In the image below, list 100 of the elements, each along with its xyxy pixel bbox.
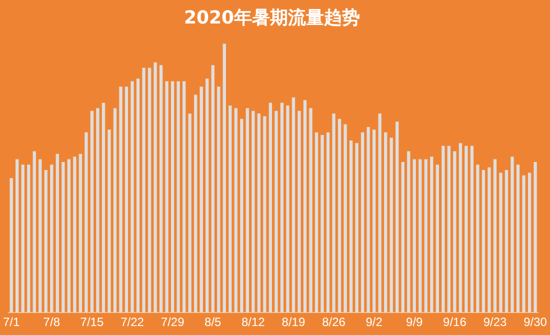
x-tick-label: 7/8: [43, 315, 60, 330]
bar: [366, 126, 370, 313]
bar: [447, 146, 451, 313]
bar: [488, 167, 491, 313]
bar: [165, 81, 168, 313]
bar: [176, 81, 180, 313]
bar: [217, 86, 220, 313]
bar: [499, 172, 502, 313]
bar: [211, 65, 214, 313]
x-tick-label: 9/23: [483, 315, 507, 330]
x-tick-label: 9/9: [406, 315, 424, 330]
bar: [326, 132, 330, 313]
bar: [159, 65, 163, 313]
bar: [96, 108, 100, 313]
bar: [194, 94, 198, 313]
bar: [390, 138, 393, 313]
bar: [142, 68, 146, 313]
bar: [44, 170, 48, 313]
bar: [246, 108, 249, 313]
x-tick-label: 8/12: [241, 315, 266, 330]
bar: [206, 78, 209, 313]
bar: [464, 146, 468, 313]
bar: [303, 100, 307, 313]
bar: [32, 151, 36, 313]
bar: [407, 151, 410, 313]
bar: [378, 114, 382, 313]
bar: [470, 146, 474, 313]
x-tick-label: 8/26: [322, 315, 346, 330]
bar: [493, 159, 497, 313]
bar: [424, 159, 428, 313]
bar: [113, 108, 117, 313]
bar: [298, 110, 301, 313]
bar: [130, 81, 134, 313]
bar: [268, 102, 272, 313]
bar: [240, 118, 244, 313]
x-tick-label: 9/16: [443, 315, 467, 330]
bar: [401, 162, 404, 313]
bar: [442, 146, 445, 313]
x-tick-label: 9/2: [366, 315, 383, 330]
bar: [528, 172, 532, 313]
bar: [62, 162, 65, 313]
bar: [67, 159, 71, 313]
bar: [124, 86, 128, 313]
bar: [396, 122, 399, 313]
bar: [16, 159, 19, 313]
bar: [90, 110, 94, 313]
bar: [344, 124, 347, 313]
bar: [252, 110, 255, 313]
bar: [510, 156, 514, 313]
bar: [257, 114, 261, 313]
bar: [504, 170, 508, 313]
x-tick-label: 7/1: [3, 315, 20, 330]
bar: [314, 132, 318, 313]
bar: [458, 143, 462, 313]
bar: [27, 164, 30, 313]
bar: [228, 105, 232, 313]
bar: [349, 140, 353, 313]
bar: [534, 162, 537, 313]
bar: [286, 105, 290, 313]
x-tick-label: 7/22: [120, 315, 144, 330]
bar: [263, 116, 266, 313]
bar: [436, 164, 439, 313]
bar: [516, 164, 520, 313]
bar: [360, 132, 364, 313]
chart-title: 2020年暑期流量趋势: [184, 7, 360, 28]
bar: [430, 156, 434, 313]
bar: [522, 175, 526, 313]
bar: [332, 114, 336, 313]
bar: [412, 159, 416, 313]
bar: [102, 102, 106, 313]
bar: [148, 68, 152, 313]
bar: [384, 132, 388, 313]
x-tick-label: 7/15: [80, 315, 104, 330]
bar: [320, 135, 324, 313]
bar: [182, 81, 186, 313]
bar: [84, 132, 88, 313]
bar: [119, 86, 122, 313]
x-tick-label: 9/30: [524, 315, 548, 330]
bar: [280, 102, 284, 313]
bar: [355, 143, 358, 313]
bar: [222, 44, 226, 313]
bar: [136, 78, 140, 313]
bar: [154, 62, 157, 313]
bar: [274, 110, 278, 313]
bar: [338, 118, 342, 313]
bar: [372, 130, 376, 313]
bar: [50, 164, 54, 313]
bar: [170, 81, 174, 313]
bar: [476, 164, 480, 313]
bar: [188, 114, 192, 313]
bar: [292, 97, 296, 313]
bar: [73, 156, 76, 313]
bar: [108, 130, 111, 313]
bar: [418, 159, 422, 313]
bar: [21, 164, 24, 313]
bar: [56, 154, 59, 313]
bar: [309, 108, 312, 313]
x-tick-label: 8/5: [204, 315, 222, 330]
bar: [78, 154, 82, 313]
bar: [10, 178, 13, 313]
